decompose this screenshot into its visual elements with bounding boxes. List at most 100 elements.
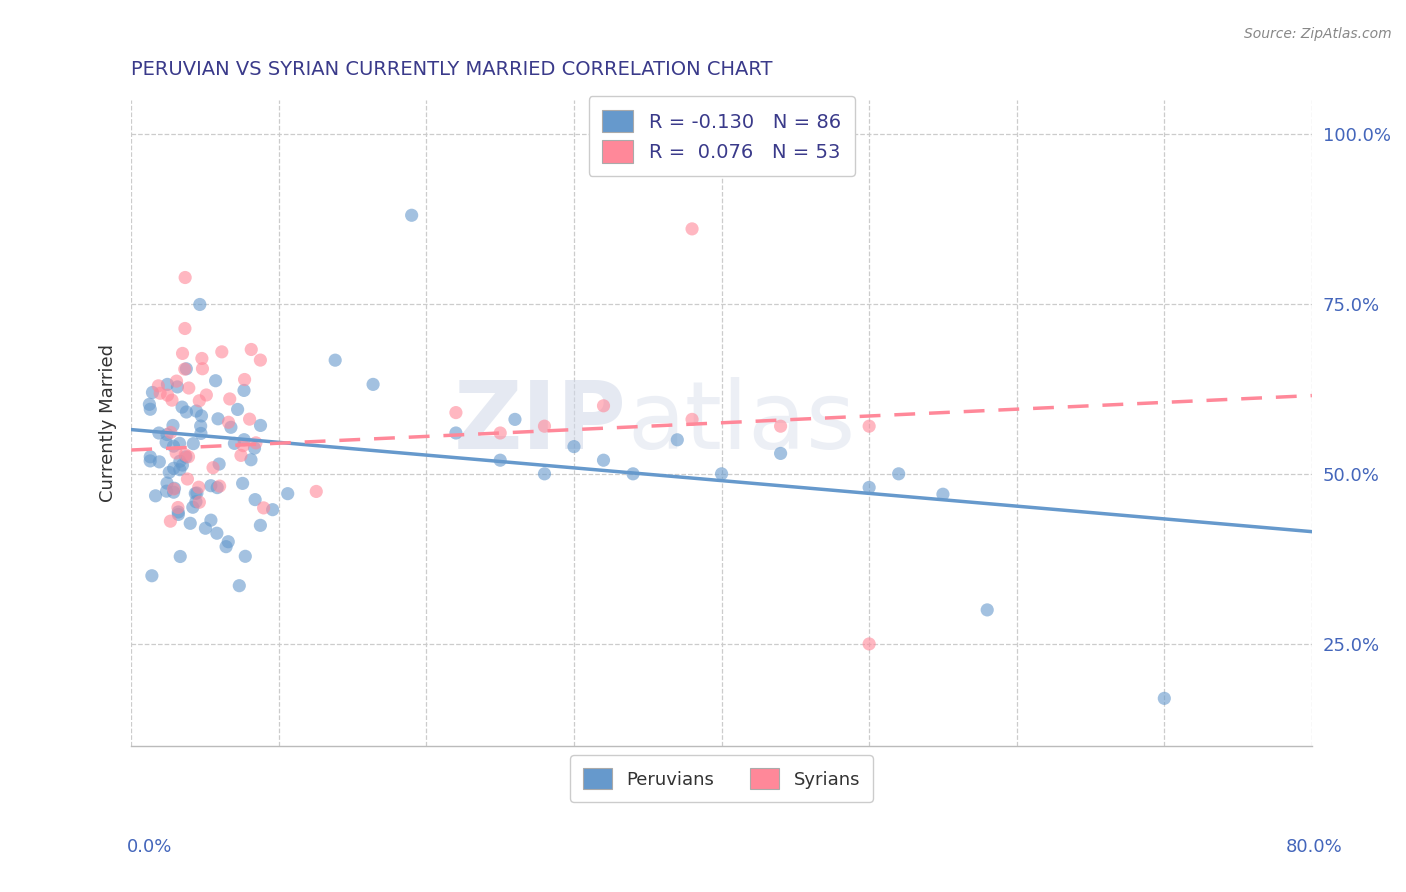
Point (887, 467, 910, 481)
Point (181, 500, 204, 515)
Point (503, 412, 526, 426)
Point (207, 412, 229, 426)
Point (163, 461, 186, 475)
Point (188, 297, 211, 311)
Point (141, 568, 163, 582)
Point (361, 377, 384, 392)
Point (176, 472, 198, 486)
Point (233, 384, 256, 398)
Point (177, 450, 200, 464)
Text: 0.0%: 0.0% (127, 838, 172, 855)
Text: 80.0%: 80.0% (1286, 838, 1343, 855)
Point (202, 460, 225, 475)
Point (243, 441, 266, 455)
Point (139, 402, 162, 417)
Point (160, 393, 183, 408)
Point (148, 455, 170, 469)
Point (204, 374, 226, 388)
Text: atlas: atlas (627, 376, 855, 469)
Point (249, 418, 271, 433)
Point (156, 388, 179, 402)
Point (205, 526, 228, 541)
Point (858, 637, 880, 651)
Point (444, 425, 467, 440)
Point (205, 481, 228, 495)
Point (155, 484, 177, 499)
Point (200, 479, 222, 493)
Point (156, 476, 179, 491)
Point (858, 480, 880, 494)
Point (163, 482, 186, 496)
Point (232, 439, 254, 453)
Point (243, 492, 266, 507)
Point (233, 433, 256, 447)
Y-axis label: Currently Married: Currently Married (100, 343, 117, 502)
Point (233, 549, 256, 564)
Point (162, 485, 184, 500)
Point (323, 353, 346, 368)
Point (159, 514, 181, 528)
Point (226, 402, 249, 417)
Point (174, 450, 197, 464)
Point (666, 433, 689, 447)
Point (188, 495, 211, 509)
Point (149, 386, 172, 401)
Point (769, 419, 792, 434)
Point (162, 439, 184, 453)
Point (245, 435, 267, 450)
Point (224, 436, 246, 450)
Point (562, 440, 585, 454)
Point (169, 549, 191, 564)
Point (173, 362, 195, 376)
Point (159, 425, 181, 440)
Point (181, 436, 204, 450)
Point (858, 419, 880, 434)
Point (240, 343, 263, 357)
Point (162, 418, 184, 433)
Point (139, 450, 162, 464)
Point (1153, 691, 1175, 706)
Point (190, 426, 212, 441)
Point (186, 486, 208, 500)
Point (174, 448, 197, 462)
Point (184, 494, 207, 508)
Point (191, 361, 214, 376)
Point (208, 457, 231, 471)
Point (187, 480, 209, 494)
Point (176, 361, 198, 376)
Point (305, 484, 328, 499)
Point (240, 452, 263, 467)
Point (148, 379, 170, 393)
Point (179, 516, 201, 531)
Point (217, 534, 239, 549)
Point (592, 399, 614, 413)
Point (167, 500, 190, 515)
Point (239, 412, 262, 426)
Point (190, 419, 212, 434)
Point (253, 500, 276, 515)
Point (489, 453, 512, 467)
Point (229, 449, 252, 463)
Point (167, 505, 190, 519)
Point (233, 372, 256, 386)
Point (170, 400, 193, 414)
Point (208, 479, 231, 493)
Point (489, 425, 512, 440)
Point (157, 466, 180, 480)
Point (188, 393, 211, 408)
Point (249, 518, 271, 533)
Point (228, 579, 250, 593)
Point (219, 420, 242, 434)
Text: Source: ZipAtlas.com: Source: ZipAtlas.com (1244, 27, 1392, 41)
Point (211, 344, 233, 359)
Point (156, 427, 179, 442)
Point (169, 463, 191, 477)
Point (166, 374, 188, 388)
Point (165, 446, 187, 460)
Point (172, 346, 194, 360)
Point (218, 415, 240, 429)
Point (139, 454, 162, 468)
Point (249, 353, 271, 368)
Point (163, 481, 186, 495)
Text: ZIP: ZIP (454, 376, 627, 469)
